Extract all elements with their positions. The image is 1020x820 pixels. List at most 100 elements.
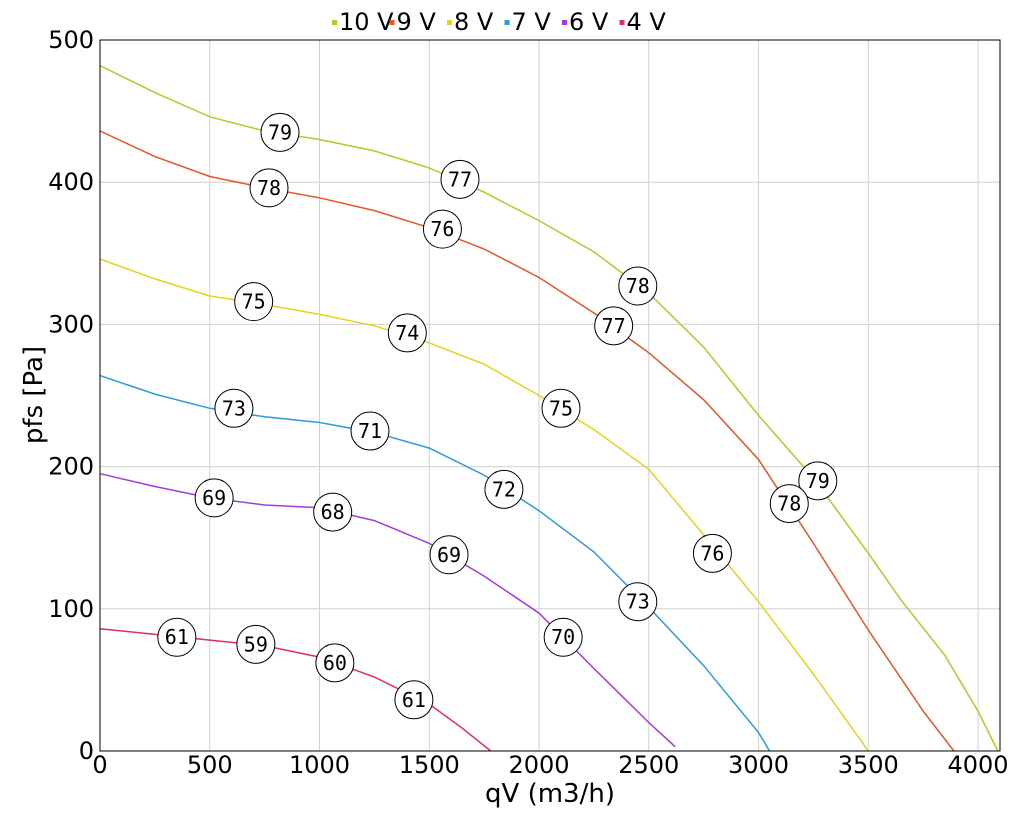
data-label-text: 79 xyxy=(268,120,292,144)
data-label-bubble xyxy=(260,112,300,152)
legend-swatch xyxy=(332,20,337,25)
data-label-text: 76 xyxy=(700,541,724,565)
data-label-bubble xyxy=(350,411,390,451)
data-label: 73 xyxy=(214,388,254,428)
data-label-bubble xyxy=(429,535,469,575)
series-line-9v xyxy=(99,130,955,752)
y-tick-label: 100 xyxy=(48,595,94,623)
data-label-text: 75 xyxy=(242,290,266,314)
data-label: 75 xyxy=(234,282,274,322)
data-label-text: 73 xyxy=(222,396,246,420)
legend-item: 4 V xyxy=(619,8,667,36)
data-label: 79 xyxy=(798,461,838,501)
data-label-text: 69 xyxy=(202,486,226,510)
data-label-text: 75 xyxy=(549,396,573,420)
data-label: 78 xyxy=(249,168,289,208)
x-tick-label: 1500 xyxy=(399,751,460,779)
data-label-bubble xyxy=(157,617,197,657)
data-label-text: 77 xyxy=(448,167,472,191)
data-label: 77 xyxy=(594,306,634,346)
data-label-bubble xyxy=(541,388,581,428)
data-label: 69 xyxy=(429,535,469,575)
data-label: 78 xyxy=(769,484,809,524)
series-line-6v xyxy=(99,472,676,748)
data-label-text: 72 xyxy=(492,477,516,501)
data-label-text: 59 xyxy=(244,632,268,656)
data-label-group: 7977787978767778757475767371727369686970… xyxy=(157,112,838,720)
data-label-bubble xyxy=(394,680,434,720)
tick-labels: 0 500 1000 1500 2000 2500 3000 3500 4000 0 100 200 3… xyxy=(48,26,1008,779)
data-label-text: 69 xyxy=(437,543,461,567)
data-label-bubble xyxy=(315,643,355,683)
legend-swatch xyxy=(562,20,567,25)
data-label-bubble xyxy=(769,484,809,524)
legend-label: 6 V xyxy=(569,8,609,36)
legend-label: 4 V xyxy=(627,8,667,36)
y-tick-label: 400 xyxy=(48,168,94,196)
legend-label: 8 V xyxy=(454,8,494,36)
legend-swatch xyxy=(619,20,625,25)
data-label-text: 78 xyxy=(777,492,801,516)
y-axis-title: pfs [Pa] xyxy=(19,346,49,444)
x-tick-label: 500 xyxy=(187,751,233,779)
data-label-bubble xyxy=(484,469,524,509)
data-label: 72 xyxy=(484,469,524,509)
data-label-text: 74 xyxy=(395,321,419,345)
plot-frame xyxy=(99,39,1001,752)
legend-item: 7 V xyxy=(504,8,552,36)
x-tick-label: 4000 xyxy=(948,751,1009,779)
data-label: 69 xyxy=(194,478,234,518)
data-label-text: 78 xyxy=(626,274,650,298)
data-label: 60 xyxy=(315,643,355,683)
data-label-bubble xyxy=(194,478,234,518)
x-tick-label: 3000 xyxy=(728,751,789,779)
data-label-bubble xyxy=(618,266,658,306)
y-tick-label: 500 xyxy=(48,26,94,54)
legend-label: 7 V xyxy=(512,8,552,36)
x-tick-label: 3500 xyxy=(838,751,899,779)
legend-swatch xyxy=(389,20,395,25)
data-label-bubble xyxy=(236,624,276,664)
data-label-bubble xyxy=(543,617,583,657)
data-label: 79 xyxy=(260,112,300,152)
legend-label: 10 V xyxy=(339,8,394,36)
x-tick-label: 1000 xyxy=(289,751,350,779)
data-label-bubble xyxy=(618,582,658,622)
legend-swatch xyxy=(504,20,510,25)
data-label-text: 60 xyxy=(323,651,347,675)
x-tick-label: 0 xyxy=(92,751,107,779)
data-label-text: 70 xyxy=(551,625,575,649)
x-tick-label: 2000 xyxy=(508,751,569,779)
data-label-bubble xyxy=(249,168,289,208)
legend-item: 9 V xyxy=(389,8,436,36)
data-label-text: 73 xyxy=(626,590,650,614)
x-axis-title: qV (m3/h) xyxy=(485,779,615,809)
data-label-text: 61 xyxy=(402,688,426,712)
data-label-text: 71 xyxy=(358,419,382,443)
data-label-bubble xyxy=(214,388,254,428)
x-tick-label: 2500 xyxy=(618,751,679,779)
data-label-bubble xyxy=(798,461,838,501)
y-tick-label: 0 xyxy=(79,737,94,765)
data-label-text: 61 xyxy=(165,625,189,649)
data-label: 59 xyxy=(236,624,276,664)
data-label: 76 xyxy=(692,533,732,573)
data-label: 78 xyxy=(618,266,658,306)
data-label-bubble xyxy=(440,159,480,199)
data-label: 68 xyxy=(313,492,353,532)
series-line-8v xyxy=(99,258,869,752)
data-label: 77 xyxy=(440,159,480,199)
legend-swatch xyxy=(447,20,452,25)
data-label: 61 xyxy=(157,617,197,657)
series-line-4v xyxy=(99,627,492,752)
data-label-text: 79 xyxy=(806,469,830,493)
y-tick-label: 300 xyxy=(48,310,94,338)
data-label: 73 xyxy=(618,582,658,622)
data-label: 71 xyxy=(350,411,390,451)
data-label: 70 xyxy=(543,617,583,657)
data-label-bubble xyxy=(594,306,634,346)
data-label: 75 xyxy=(541,388,581,428)
